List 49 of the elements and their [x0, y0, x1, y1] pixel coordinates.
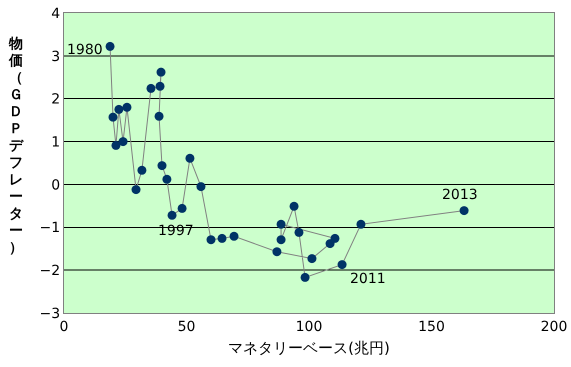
point	[290, 202, 299, 211]
point	[106, 42, 115, 51]
annotation: 2011	[350, 271, 386, 287]
point	[276, 220, 286, 229]
point	[118, 137, 128, 146]
point	[168, 210, 177, 220]
x-axis-title: マネタリーベース(兆円)	[228, 338, 390, 357]
y-tick-label: 4	[51, 6, 60, 22]
point	[158, 161, 166, 170]
x-tick-label: 50	[178, 318, 196, 335]
point	[146, 84, 156, 93]
point	[162, 174, 172, 184]
point	[276, 235, 286, 244]
point	[156, 82, 165, 91]
point	[356, 220, 366, 229]
y-tick-label: 1	[51, 134, 60, 150]
point	[300, 272, 310, 282]
point	[156, 68, 166, 77]
y-tick-label: 2	[51, 92, 60, 108]
point	[307, 254, 316, 264]
y-tick-label: −2	[40, 263, 60, 280]
point	[338, 260, 347, 270]
point	[230, 232, 239, 241]
point	[206, 235, 216, 244]
point	[330, 234, 340, 243]
point	[132, 185, 141, 194]
point	[154, 112, 164, 121]
x-tick-label: 200	[540, 318, 568, 335]
x-tick-label: 100	[296, 318, 322, 335]
point	[294, 228, 304, 237]
point	[218, 234, 227, 243]
point	[272, 247, 282, 256]
point	[185, 154, 194, 163]
point	[178, 204, 187, 213]
y-tick-label: −1	[40, 220, 60, 236]
point	[196, 182, 206, 192]
point	[122, 102, 132, 112]
point	[460, 206, 469, 216]
y-tick-label: −3	[40, 306, 60, 322]
y-tick-label: 0	[51, 177, 60, 194]
point	[108, 112, 118, 122]
point	[137, 166, 146, 175]
text: 物価（ＧＤＰデフレーター）	[9, 36, 23, 256]
y-tick-label: 3	[51, 48, 60, 65]
annotation: 2013	[442, 187, 478, 203]
annotation: 1980	[67, 42, 103, 58]
point	[111, 140, 120, 150]
x-tick-label: 150	[418, 318, 445, 335]
point	[114, 104, 124, 114]
